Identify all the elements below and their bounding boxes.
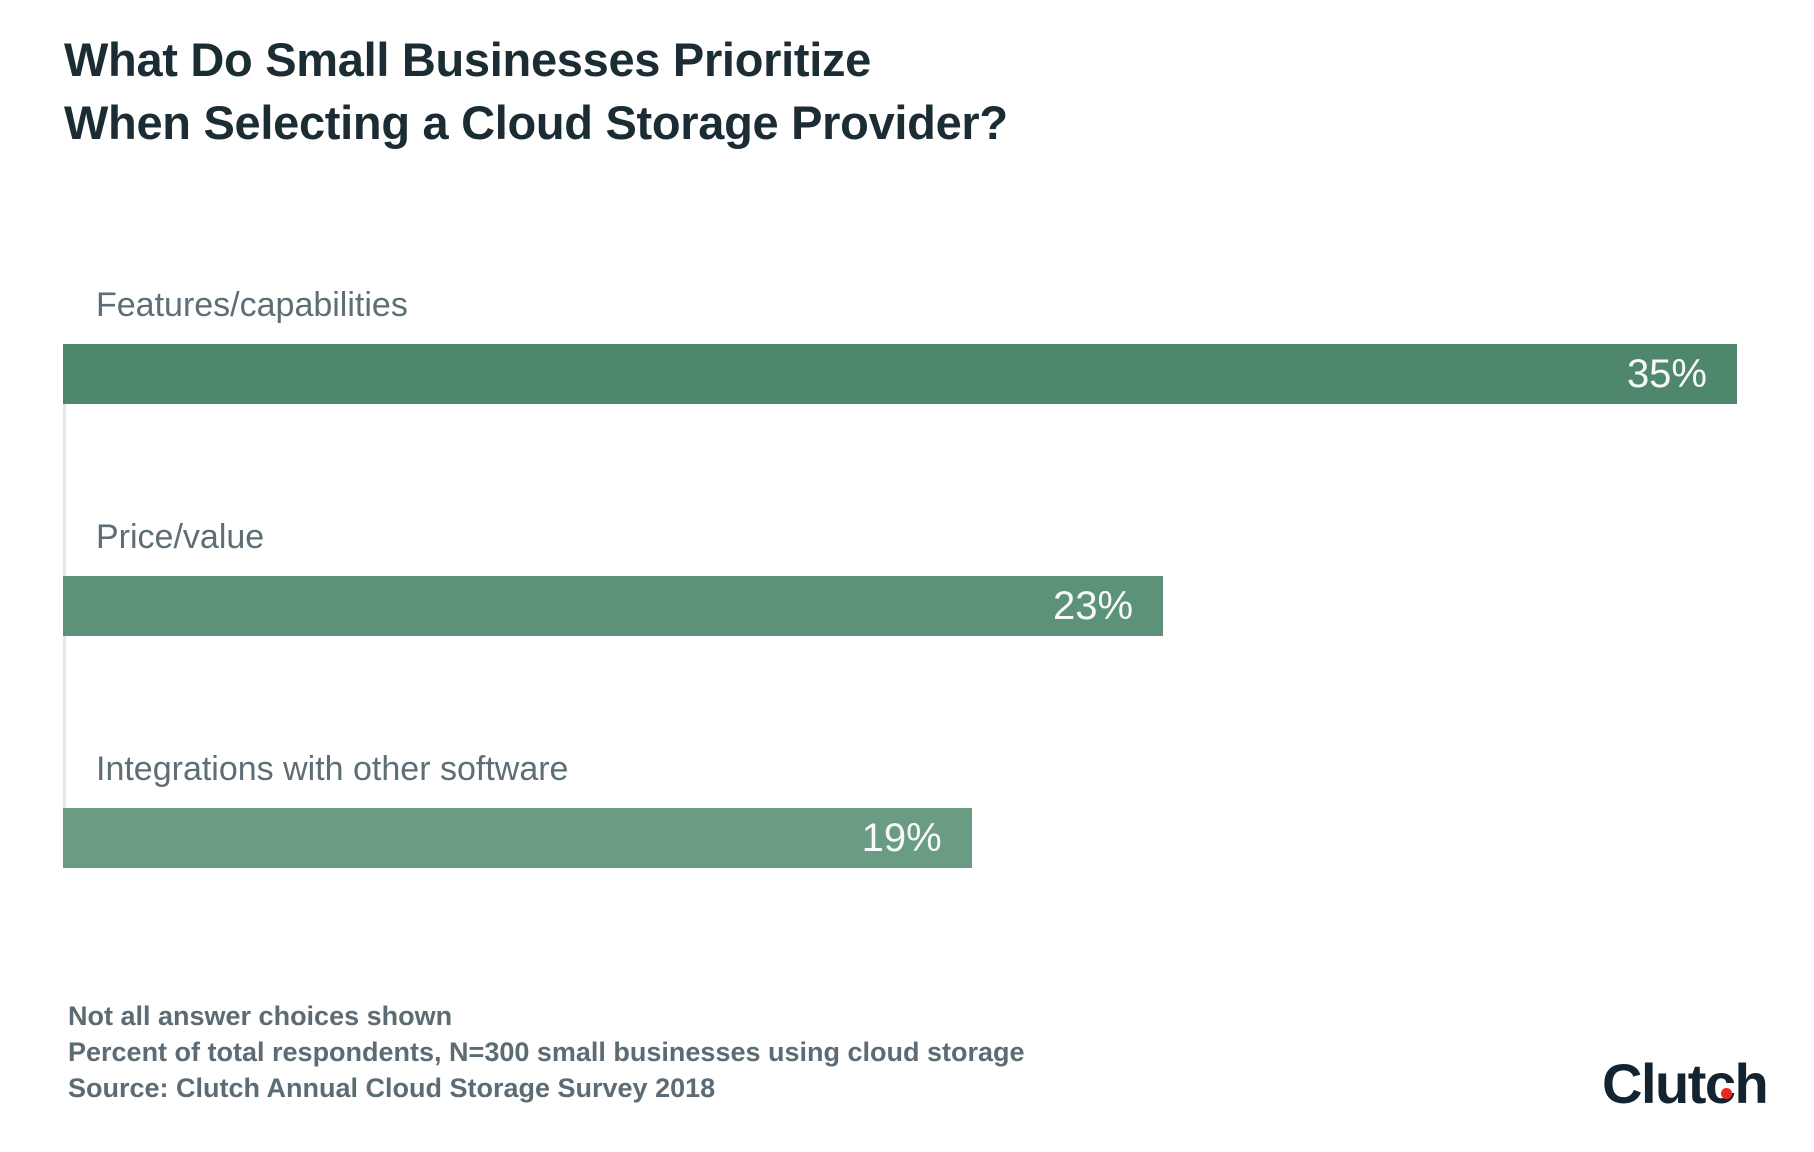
- footnote-line: Percent of total respondents, N=300 smal…: [68, 1037, 1025, 1067]
- bar: 23%: [63, 576, 1164, 636]
- clutch-logo-c: c: [1705, 1056, 1736, 1112]
- bar: 35%: [63, 344, 1737, 404]
- bar-group: Features/capabilities 35%: [63, 284, 1737, 404]
- footnote-line: Source: Clutch Annual Cloud Storage Surv…: [68, 1073, 716, 1103]
- bar-category-label: Price/value: [96, 518, 265, 556]
- clutch-logo: Clutc h: [1602, 1056, 1769, 1112]
- bar-value-label: 23%: [1052, 584, 1134, 628]
- chart-title: What Do Small Businesses Prioritize When …: [64, 28, 1008, 154]
- bar-group: Integrations with other software 19%: [63, 748, 1737, 868]
- bar-value-label: 19%: [861, 816, 942, 860]
- chart-title-line-2: When Selecting a Cloud Storage Provider?: [64, 96, 1008, 149]
- logo-red-dot-icon: [1720, 1088, 1732, 1099]
- bar-category-label: Features/capabilities: [96, 286, 408, 324]
- footnotes: Not all answer choices shown Percent of …: [68, 998, 1025, 1106]
- bar-category-label: Integrations with other software: [96, 750, 569, 788]
- clutch-logo-text-post: h: [1734, 1052, 1769, 1115]
- clutch-logo-c-letter: c: [1704, 1052, 1736, 1115]
- bar-group: Price/value 23%: [63, 516, 1737, 636]
- bar-value-label: 35%: [1626, 352, 1707, 396]
- chart-title-line-1: What Do Small Businesses Prioritize: [64, 33, 871, 86]
- bar: 19%: [63, 808, 972, 868]
- footnote-line: Not all answer choices shown: [68, 1001, 453, 1031]
- clutch-logo-text-pre: Clut: [1602, 1052, 1706, 1115]
